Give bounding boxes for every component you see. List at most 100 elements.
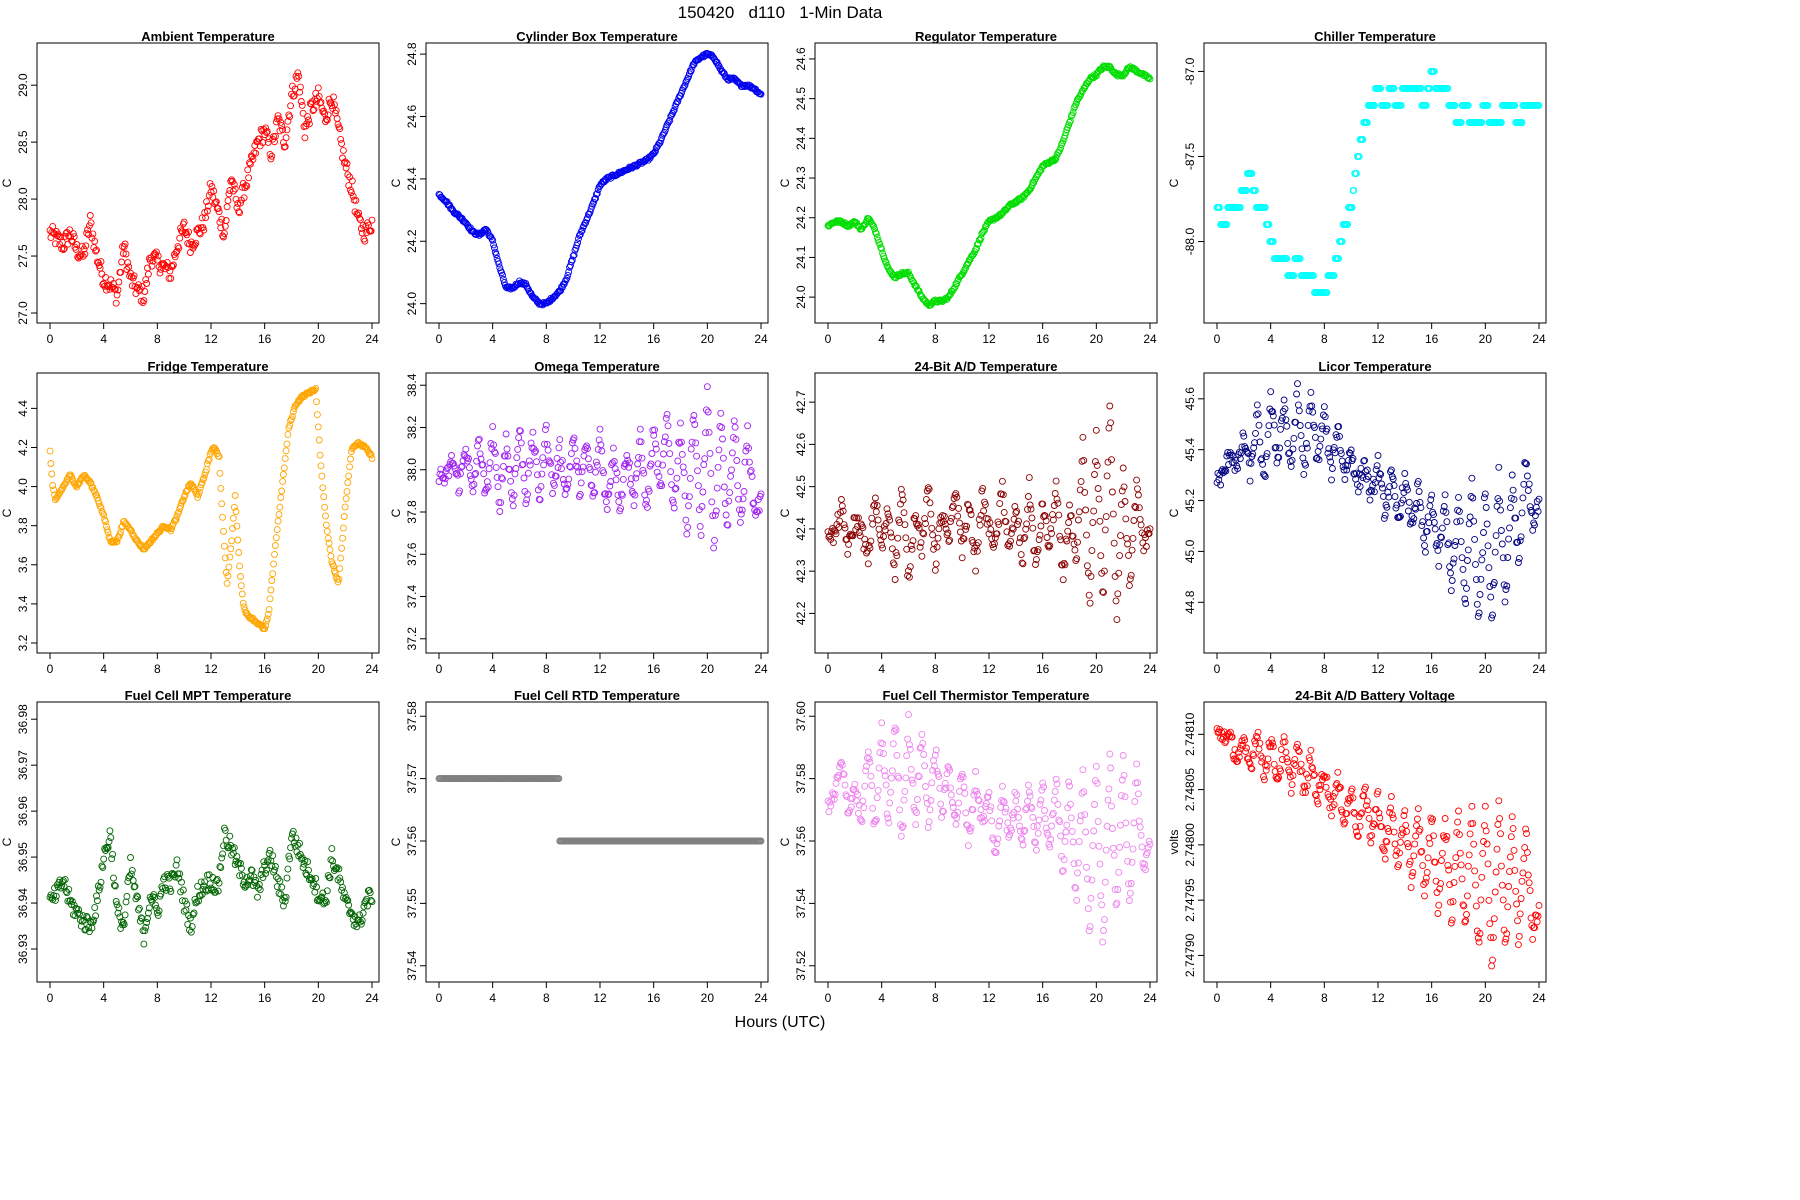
data-point [752,511,760,519]
data-point [1463,557,1471,564]
data-point [677,89,685,97]
data-point [343,160,351,167]
data-point [1501,598,1509,606]
data-point [555,775,563,783]
data-point [973,787,980,795]
data-point [1324,449,1332,457]
data-point [1052,477,1060,485]
y-tick-label: 4.2 [16,439,30,456]
data-point [113,291,121,299]
data-point [696,522,704,530]
data-point [1517,895,1525,902]
data-point [1358,809,1366,817]
data-point [902,774,910,782]
data-point [982,800,990,807]
data-point [1097,892,1105,900]
data-point [105,838,113,846]
data-point [286,113,294,121]
x-tick-label: 16 [1425,991,1439,1005]
data-point [1328,465,1336,472]
data-point [231,861,239,868]
data-point [313,398,320,406]
data-point [1300,782,1308,790]
data-point [670,106,678,114]
data-point [1068,827,1076,835]
data-point [967,824,975,832]
data-point [927,510,935,518]
data-point [1362,802,1370,810]
data-point [605,490,613,498]
data-point [170,517,178,525]
data-point [1438,857,1445,864]
data-point [1019,560,1027,568]
data-point [1263,762,1271,770]
y-tick-label: 36.94 [16,888,30,918]
data-point [93,892,100,900]
data-point [1438,534,1445,541]
data-point [198,479,206,487]
data-point [1484,542,1492,550]
data-point [311,386,319,394]
data-point [1401,470,1409,477]
data-point [1343,810,1351,818]
data-point [282,134,290,142]
data-point [1466,513,1474,521]
data-point [322,115,330,123]
x-tick-label: 12 [593,332,607,346]
data-point [230,844,238,852]
x-tick-label: 0 [1214,332,1221,346]
data-point [736,518,744,526]
y-tick-label: 2.74805 [1183,768,1197,812]
data-point [284,431,292,439]
data-point [981,803,989,810]
data-point [1495,797,1503,805]
data-point [1450,879,1458,887]
data-point [741,458,749,466]
data-point [832,218,840,225]
data-point [990,847,998,855]
data-point [77,922,85,930]
data-point [947,791,955,799]
data-point [335,865,343,873]
data-point [1135,504,1143,512]
data-point [1249,450,1257,458]
data-point [1104,796,1112,804]
data-point [48,470,56,478]
data-point [1368,832,1376,840]
data-point [489,423,497,431]
data-point [945,537,953,545]
data-point [1347,446,1355,454]
data-point [563,274,571,282]
data-point [49,482,57,489]
data-point [167,888,175,895]
data-point [473,457,481,465]
data-point [1526,887,1534,895]
data-point [558,465,565,473]
data-point [1000,508,1008,516]
data-point [861,535,869,543]
data-point [1463,584,1470,592]
data-point [275,115,283,123]
data-point [1013,507,1021,515]
data-point [1489,956,1496,964]
data-point [1248,765,1256,773]
data-point [79,252,87,260]
data-point [1002,804,1010,812]
data-point [876,749,884,756]
data-point [1114,590,1122,598]
data-point [127,854,134,861]
plot-frame [425,372,769,654]
data-point [1389,475,1397,483]
data-point [1405,498,1413,506]
data-point [1523,848,1531,856]
data-point [1503,582,1511,590]
data-point [915,773,923,781]
data-point [319,108,327,116]
data-point [702,429,709,437]
data-point [902,534,910,542]
data-point [515,434,523,442]
data-point [248,866,256,874]
data-point [1444,84,1452,92]
data-point [1067,814,1075,822]
